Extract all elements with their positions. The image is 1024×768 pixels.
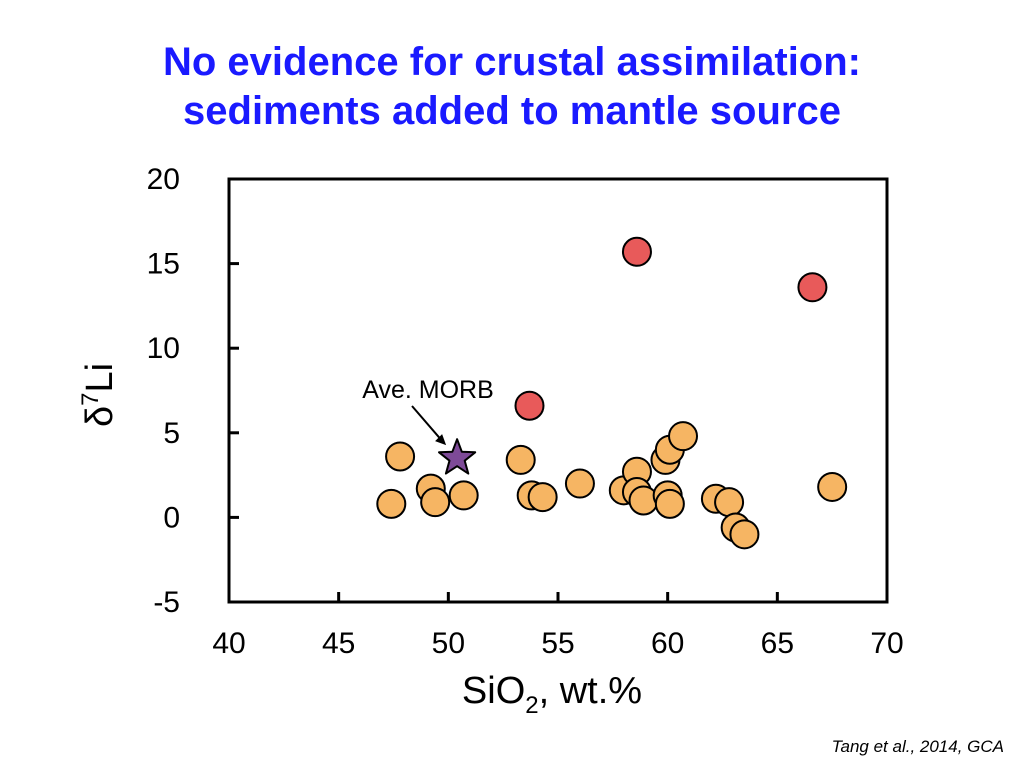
y-axis-label-main: δ (79, 406, 121, 427)
y-axis-label-rest: Li (79, 363, 121, 393)
x-tick-label: 70 (870, 627, 903, 660)
data-point (527, 482, 558, 513)
data-point (654, 488, 685, 519)
x-axis-label: SiO2, wt.% (462, 670, 642, 719)
x-axis-label-main: SiO (462, 670, 525, 712)
citation: Tang et al., 2014, GCA (831, 737, 1004, 756)
data-point (729, 519, 760, 550)
data-point (448, 480, 479, 511)
slide-title-line-1: No evidence for crustal assimilation: (163, 40, 861, 84)
x-tick-label: 50 (432, 627, 465, 660)
x-axis-label-rest: , wt.% (539, 670, 642, 712)
data-point (668, 421, 699, 452)
annotation-arrowhead (435, 434, 447, 446)
data-point (514, 390, 545, 421)
x-tick-label: 45 (322, 627, 355, 660)
chart-plot-layer: 40 45 50 55 60 65 70 -5 0 5 10 15 20 (147, 163, 904, 660)
y-tick-label: 15 (147, 248, 180, 281)
slide-title-line-2: sediments added to mantle source (183, 89, 841, 133)
y-axis-label: δ7Li (77, 363, 121, 427)
annotation-label: Ave. MORB (362, 376, 494, 404)
data-point (621, 236, 652, 267)
data-point (420, 487, 451, 518)
y-tick-label: 20 (147, 163, 180, 196)
data-point (628, 485, 659, 516)
plot-frame (227, 177, 889, 604)
y-tick-label: -5 (153, 586, 180, 619)
y-tick-label: 0 (163, 501, 180, 534)
x-tick-label: 40 (212, 627, 245, 660)
data-point (376, 488, 407, 519)
y-axis-label-superscript: 7 (77, 393, 104, 406)
x-tick-label: 60 (651, 627, 684, 660)
y-tick-label: 10 (147, 332, 180, 365)
data-point (714, 487, 745, 518)
data-point (817, 471, 848, 502)
star-marker (438, 438, 477, 475)
data-point (797, 272, 828, 303)
data-point (564, 468, 595, 499)
y-tick-label: 5 (163, 417, 180, 450)
x-tick-label: 55 (541, 627, 574, 660)
data-point (505, 444, 536, 475)
annotation-arrow-line (411, 405, 445, 444)
data-point (385, 441, 416, 472)
x-axis-label-subscript: 2 (525, 692, 538, 719)
slide-title: No evidence for crustal assimilation: se… (0, 38, 1024, 136)
x-tick-label: 65 (761, 627, 794, 660)
